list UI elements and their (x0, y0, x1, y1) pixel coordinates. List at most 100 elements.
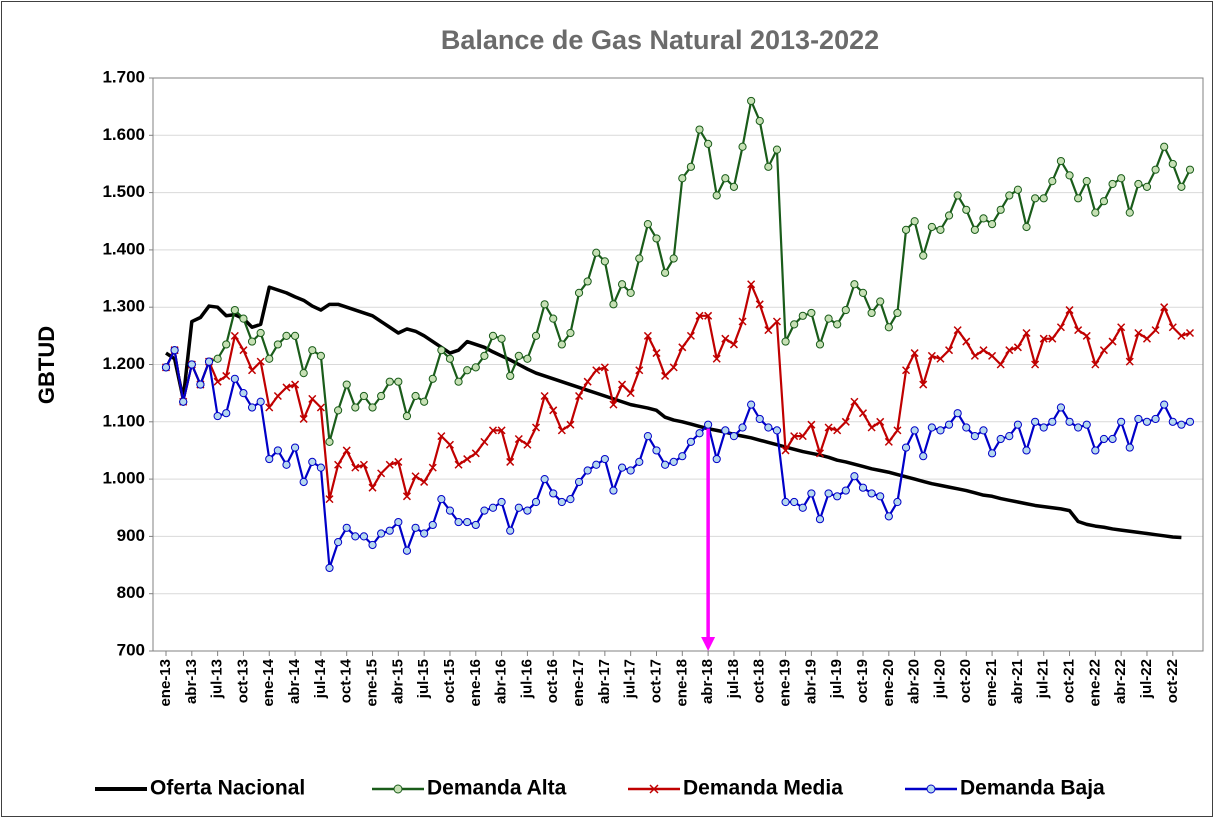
data-point (1177, 182, 1186, 191)
x-tick-label: jul-21 (1035, 659, 1052, 699)
data-point (919, 452, 928, 461)
data-point (291, 380, 300, 389)
data-point (1022, 328, 1031, 338)
data-point (239, 346, 248, 355)
data-point (1091, 446, 1100, 455)
highlight-arrow-head (701, 637, 716, 651)
x-tick-label: jul-18 (725, 659, 742, 699)
data-point (790, 320, 799, 329)
x-tick-label: jul-17 (622, 659, 639, 699)
data-point (1160, 303, 1169, 312)
data-point (1065, 171, 1074, 180)
data-point (204, 357, 214, 366)
data-point (738, 142, 747, 151)
data-point (592, 460, 601, 469)
data-point (764, 326, 773, 335)
data-point (944, 211, 954, 220)
data-point (876, 417, 885, 426)
data-point (273, 446, 282, 455)
data-point (1005, 432, 1014, 441)
data-point (910, 426, 919, 435)
data-point (471, 449, 480, 458)
data-point (962, 423, 971, 432)
data-point (1185, 417, 1195, 426)
data-point (308, 346, 317, 355)
data-point (1177, 420, 1186, 429)
plot-area (152, 77, 1204, 652)
data-point (282, 331, 291, 340)
x-tick-label: jul-19 (828, 659, 845, 699)
data-point (936, 354, 945, 363)
data-point (445, 506, 455, 515)
data-point (609, 400, 618, 409)
data-point (411, 391, 420, 401)
data-point (248, 366, 257, 375)
y-tick-label: 1.700 (102, 67, 145, 86)
data-point (273, 340, 282, 349)
data-point (1168, 159, 1177, 169)
data-point (738, 317, 747, 326)
data-point (1074, 326, 1083, 335)
data-point (815, 340, 825, 349)
data-point (1142, 334, 1152, 343)
data-point (1005, 346, 1014, 355)
data-point (480, 506, 489, 515)
data-point (1048, 417, 1057, 426)
data-point (686, 331, 695, 340)
data-point (566, 328, 575, 338)
data-point (514, 351, 523, 361)
data-point (385, 377, 394, 386)
data-point (549, 314, 558, 323)
x-tick-label: oct-13 (234, 659, 251, 703)
data-point (1134, 179, 1143, 189)
data-point (1031, 417, 1040, 426)
data-point (342, 446, 351, 455)
data-point (506, 457, 515, 466)
data-point (437, 432, 446, 441)
data-point (652, 349, 661, 358)
data-point (342, 380, 351, 389)
data-point (600, 363, 609, 372)
x-tick-label: jul-14 (312, 658, 329, 699)
data-point (299, 414, 308, 423)
data-point (179, 397, 188, 406)
data-point (643, 432, 652, 441)
x-tick-label: abr-14 (286, 658, 303, 704)
data-point (265, 354, 274, 363)
data-point (910, 217, 919, 226)
data-point (1151, 326, 1160, 335)
data-point (540, 300, 549, 309)
x-tick-label: abr-13 (183, 659, 200, 704)
data-point (394, 517, 403, 527)
data-point (368, 403, 377, 412)
legend-label: Demanda Alta (427, 777, 567, 800)
x-tick-label: jul-20 (931, 659, 948, 699)
data-point (626, 466, 635, 475)
data-point (815, 515, 825, 524)
data-point (1177, 331, 1186, 340)
data-point (1082, 177, 1091, 186)
data-point (1142, 182, 1152, 191)
data-point (454, 377, 463, 386)
data-point (652, 234, 661, 243)
data-point (901, 225, 911, 234)
data-point (772, 426, 782, 435)
data-point (755, 300, 764, 309)
data-point (1039, 423, 1048, 432)
data-point (437, 495, 446, 504)
data-point (1151, 165, 1160, 174)
data-point (1013, 185, 1022, 194)
data-point (962, 205, 971, 214)
data-point (772, 317, 781, 326)
data-point (1013, 343, 1022, 352)
data-point (927, 351, 936, 360)
legend-label: Oferta Nacional (150, 777, 305, 800)
data-point (660, 268, 670, 277)
legend-label: Demanda Media (683, 777, 843, 800)
data-point (187, 360, 196, 369)
data-point (377, 529, 386, 538)
x-tick-label: ene-13 (157, 659, 174, 707)
data-point (566, 495, 575, 504)
data-point (368, 483, 377, 492)
data-point (712, 454, 721, 464)
